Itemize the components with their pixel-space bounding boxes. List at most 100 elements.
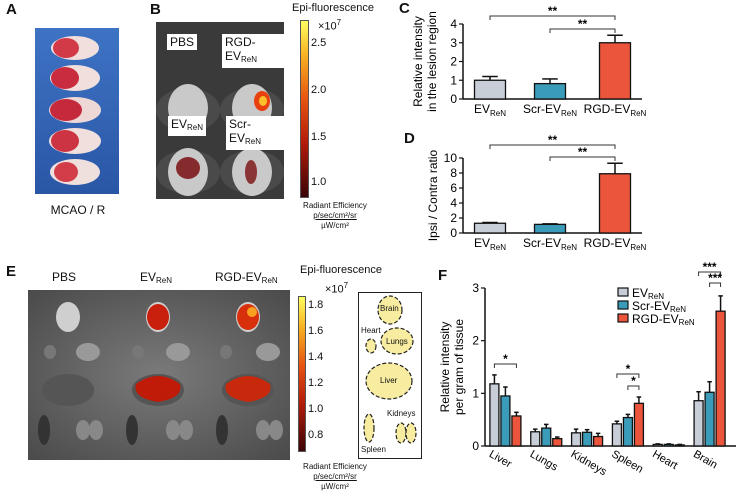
chart-C: 0 1 2 3 4 Relative intensity in the lesion reg… bbox=[411, 4, 647, 118]
x-tick-label: Scr-EVReN bbox=[523, 102, 577, 118]
x-tick-label: RGD-EVReN bbox=[584, 236, 647, 252]
colorbar-tick: 2.5 bbox=[311, 37, 327, 49]
colorbar-tick: 1.5 bbox=[311, 131, 327, 143]
colorbar-tick: 1.6 bbox=[308, 325, 324, 337]
label-rgd-ev: RGD-EVReN bbox=[222, 34, 284, 68]
colorbar-unit-e: Radiant Efficiency p/sec/cm²/sr µW/cm² bbox=[303, 462, 367, 491]
y-tick-label: 4 bbox=[450, 196, 457, 210]
significance-label: ** bbox=[548, 4, 558, 18]
bar bbox=[652, 443, 663, 447]
bar bbox=[598, 173, 632, 234]
bar bbox=[622, 416, 634, 447]
colorbar-b bbox=[300, 20, 309, 198]
y-axis-label: per gram of tissue bbox=[452, 319, 466, 415]
significance-bracket bbox=[549, 156, 616, 161]
bar bbox=[533, 223, 567, 234]
y-axis-label: Relative intensity bbox=[411, 16, 425, 107]
column-label-pbs: PBS bbox=[52, 270, 77, 284]
x-tick-label: Lungs bbox=[528, 448, 560, 474]
y-tick-label: 1 bbox=[450, 73, 457, 87]
colorbar-tick: 1.0 bbox=[308, 403, 324, 415]
panel-a-caption: MCAO / R bbox=[50, 203, 106, 217]
colorbar-title-b: Epi-fluorescence bbox=[292, 2, 374, 14]
brain-slice bbox=[49, 97, 101, 123]
y-tick-label: 6 bbox=[450, 181, 457, 195]
y-tick-label: 3 bbox=[450, 36, 457, 50]
panel-label-e: E bbox=[6, 263, 17, 280]
significance-bracket bbox=[493, 363, 517, 368]
bar bbox=[473, 222, 507, 234]
x-tick-label: Brain bbox=[691, 448, 719, 471]
colorbar-tick: 1.8 bbox=[308, 299, 324, 311]
bar bbox=[500, 395, 511, 447]
colorbar-multiplier-e: ×107 bbox=[325, 281, 349, 296]
panel-label-d: D bbox=[404, 130, 415, 147]
organ-label-kidneys: Kidneys bbox=[387, 409, 416, 418]
column-label-ev: EVReN bbox=[140, 270, 173, 285]
significance-label: *** bbox=[708, 271, 722, 285]
significance-bracket bbox=[549, 28, 616, 33]
bar bbox=[530, 431, 541, 447]
colorbar-tick: 2.0 bbox=[311, 84, 327, 96]
organ-label-brain: Brain bbox=[380, 304, 399, 313]
bar bbox=[592, 435, 604, 447]
colorbar-multiplier-b: ×107 bbox=[318, 18, 342, 33]
bar bbox=[489, 383, 500, 447]
organ-label-spleen: Spleen bbox=[361, 445, 386, 454]
bar bbox=[581, 431, 593, 447]
organ-label-heart: Heart bbox=[361, 326, 381, 335]
ivis-brain-image: PBS RGD-EVReN EVReN Scr-EVReN bbox=[156, 22, 284, 199]
bar bbox=[598, 42, 632, 100]
bar bbox=[674, 444, 685, 447]
ivis-organ-image bbox=[28, 290, 290, 460]
y-tick-label: 2 bbox=[450, 55, 457, 69]
colorbar-tick: 0.8 bbox=[308, 429, 324, 441]
brain-slice bbox=[50, 159, 100, 185]
bar bbox=[663, 443, 674, 447]
y-tick-label: 2 bbox=[450, 211, 457, 225]
x-tick-label: Spleen bbox=[609, 448, 645, 476]
organ-label-liver: Liver bbox=[380, 376, 398, 385]
colorbar-tick: 1.0 bbox=[311, 176, 327, 188]
label-ev: EVReN bbox=[168, 116, 207, 136]
colorbar-title-e: Epi-fluorescence bbox=[300, 264, 382, 276]
bar bbox=[715, 310, 726, 447]
x-tick-label: EVReN bbox=[474, 236, 506, 252]
y-axis-label: Relative intensity bbox=[438, 322, 452, 413]
x-tick-label: Scr-EVReN bbox=[523, 236, 577, 252]
y-tick-label: 0 bbox=[450, 226, 457, 240]
significance-label: * bbox=[631, 374, 636, 388]
bar bbox=[693, 400, 704, 447]
brain-slice bbox=[49, 128, 101, 154]
significance-bracket bbox=[616, 373, 640, 378]
x-tick-label: Heart bbox=[650, 448, 679, 472]
bar bbox=[511, 415, 522, 447]
y-tick-label: 0 bbox=[450, 92, 457, 106]
bar bbox=[611, 423, 623, 447]
panel-label-b: B bbox=[150, 1, 161, 18]
y-tick-label: 8 bbox=[450, 166, 457, 180]
colorbar-tick: 1.2 bbox=[308, 377, 324, 389]
brain-slices-drawing bbox=[49, 36, 101, 185]
brain-slices-photo bbox=[35, 28, 119, 194]
x-tick-label: Liver bbox=[487, 448, 514, 470]
y-tick-label: 3 bbox=[472, 281, 479, 295]
significance-label: ** bbox=[548, 133, 558, 147]
legend-label: RGD-EVReN bbox=[632, 312, 695, 327]
y-tick-label: 0 bbox=[472, 439, 479, 453]
y-tick-label: 4 bbox=[450, 17, 457, 31]
bar bbox=[473, 79, 507, 100]
colorbar-tick: 1.4 bbox=[308, 351, 324, 363]
panel-label-c: C bbox=[399, 0, 410, 17]
bar bbox=[570, 432, 582, 447]
y-tick-label: 1 bbox=[472, 386, 479, 400]
legend-swatch bbox=[617, 300, 629, 310]
chart-F: 0 1 2 3 Relative intensity per gram of tissue… bbox=[438, 260, 736, 478]
brain-slice bbox=[51, 36, 99, 60]
significance-bracket bbox=[627, 385, 640, 390]
panel-label-f: F bbox=[438, 267, 448, 284]
legend-swatch bbox=[617, 313, 629, 323]
label-pbs: PBS bbox=[167, 34, 198, 50]
